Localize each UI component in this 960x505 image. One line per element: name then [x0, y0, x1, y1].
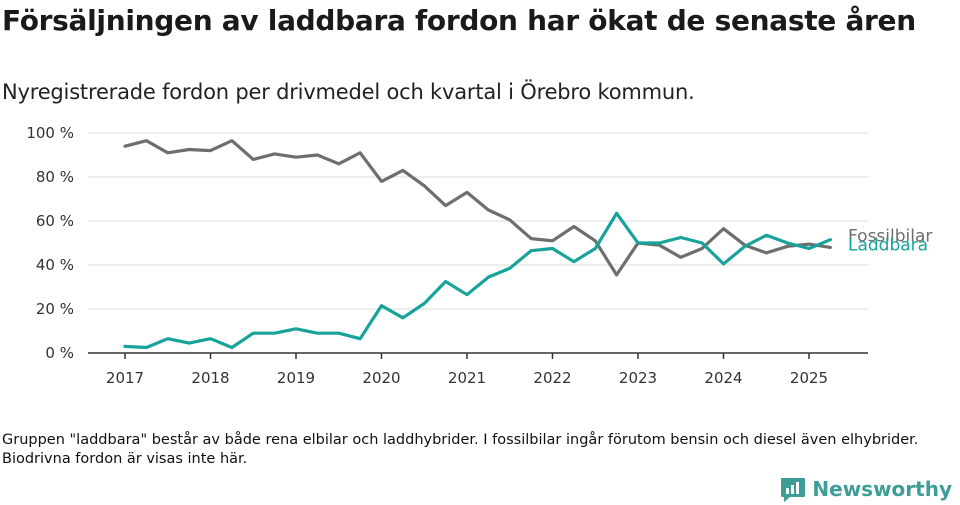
footnote: Gruppen "laddbara" består av både rena e… — [2, 432, 919, 467]
y-tick-label: 20 % — [36, 300, 74, 318]
y-tick-label: 60 % — [36, 212, 74, 230]
chart-title: Försäljningen av laddbara fordon har öka… — [2, 4, 916, 37]
series-label-laddbara: Laddbara — [848, 236, 928, 256]
x-tick-label: 2023 — [619, 369, 657, 387]
x-tick-label: 2017 — [106, 369, 144, 387]
series-lines — [123, 139, 833, 350]
y-tick-label: 80 % — [36, 168, 74, 186]
x-tick-label: 2020 — [362, 369, 400, 387]
series-line-laddbara — [123, 211, 833, 350]
x-tick-label: 2022 — [533, 369, 571, 387]
y-tick-label: 0 % — [45, 344, 74, 362]
y-gridlines — [88, 132, 868, 310]
x-tick-label: 2019 — [277, 369, 315, 387]
x-axis: 2017 2018 2019 2020 2021 2022 2023 2024 2025 — [88, 352, 868, 387]
newsworthy-logo-icon — [781, 478, 806, 502]
brand-name: Newsworthy — [812, 477, 952, 501]
x-tick-label: 2024 — [704, 369, 742, 387]
series-line-fossilbilar — [123, 139, 833, 277]
x-tick-label: 2018 — [191, 369, 229, 387]
newsworthy-brand[interactable]: Newsworthy — [780, 474, 952, 504]
x-tick-label: 2025 — [790, 369, 828, 387]
x-tick-label: 2021 — [448, 369, 486, 387]
series-label-fossilbilar: Fossilbilar — [848, 226, 932, 246]
y-axis-tick-labels: 0 % 20 % 40 % 60 % 80 % 100 % — [26, 124, 74, 362]
y-tick-label: 40 % — [36, 256, 74, 274]
line-chart: 0 % 20 % 40 % 60 % 80 % 100 % 2017 2018 2019 202… — [26, 124, 932, 387]
chart-subtitle: Nyregistrerade fordon per drivmedel och … — [2, 80, 695, 104]
y-tick-label: 100 % — [26, 124, 74, 142]
